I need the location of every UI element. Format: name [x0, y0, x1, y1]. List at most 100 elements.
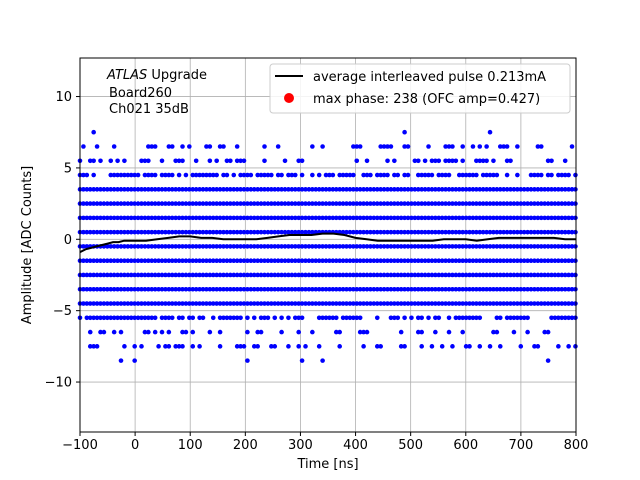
sample-point: [573, 315, 578, 321]
sample-point: [402, 129, 407, 135]
sample-point: [491, 158, 496, 164]
sample-point: [487, 129, 493, 135]
sample-point: [275, 229, 281, 235]
sample-point: [193, 187, 199, 192]
sample-point: [374, 301, 380, 306]
sample-point: [122, 244, 127, 249]
sample-point: [330, 172, 336, 178]
sample-point: [439, 172, 445, 178]
sample-point: [556, 301, 561, 306]
sample-point: [272, 286, 278, 292]
sample-point: [446, 144, 452, 149]
sample-point: [344, 286, 349, 292]
sample-point: [269, 344, 274, 349]
sample-point: [214, 187, 219, 192]
sample-point: [87, 158, 93, 164]
sample-point: [480, 201, 486, 206]
sample-point: [545, 187, 551, 192]
sample-point: [166, 172, 172, 178]
sample-point: [258, 172, 264, 178]
sample-point: [176, 301, 182, 306]
sample-point: [135, 272, 141, 278]
sample-point: [292, 286, 298, 292]
sample-point: [508, 229, 513, 235]
sample-point: [542, 272, 547, 278]
sample-point: [108, 215, 114, 221]
sample-point: [456, 187, 462, 192]
sample-point: [450, 158, 455, 164]
sample-point: [439, 272, 445, 278]
sample-point: [310, 201, 315, 206]
sample-point: [84, 172, 90, 178]
sample-point: [477, 315, 483, 321]
sample-point: [91, 286, 96, 292]
sample-point: [91, 301, 96, 306]
sample-point: [392, 315, 397, 321]
sample-point: [84, 201, 90, 206]
sample-point: [142, 158, 148, 164]
sample-point: [238, 258, 243, 264]
sample-point: [105, 272, 110, 278]
sample-point: [269, 215, 274, 221]
sample-point: [272, 258, 278, 264]
sample-point: [193, 272, 199, 278]
sample-point: [549, 215, 554, 221]
sample-point: [303, 201, 308, 206]
sample-point: [361, 286, 366, 292]
sample-point: [439, 244, 445, 249]
sample-point: [173, 301, 178, 306]
sample-point: [132, 272, 137, 278]
sample-point: [518, 215, 524, 221]
sample-point: [484, 172, 489, 178]
sample-point: [282, 244, 288, 249]
sample-point: [351, 315, 356, 321]
sample-point: [176, 286, 182, 292]
sample-point: [327, 244, 332, 249]
sample-point: [426, 215, 431, 221]
sample-point: [193, 215, 199, 221]
sample-point: [197, 258, 202, 264]
sample-point: [330, 215, 336, 221]
sample-point: [183, 244, 189, 249]
sample-point: [217, 201, 223, 206]
sample-point: [378, 258, 383, 264]
sample-point: [562, 187, 568, 192]
sample-point: [299, 158, 305, 164]
sample-point: [299, 187, 305, 192]
sample-point: [173, 286, 178, 292]
sample-point: [313, 286, 319, 292]
sample-point: [169, 272, 175, 278]
sample-point: [108, 172, 114, 178]
board-annotation: Board260: [109, 86, 172, 101]
sample-point: [299, 172, 305, 178]
sample-point: [163, 272, 168, 278]
sample-point: [415, 315, 421, 321]
sample-point: [269, 201, 274, 206]
sample-point: [292, 272, 298, 278]
sample-point: [566, 272, 571, 278]
sample-point: [446, 229, 452, 235]
sample-point: [552, 229, 558, 235]
sample-point: [176, 272, 182, 278]
sample-point: [515, 244, 520, 249]
sample-point: [204, 201, 209, 206]
sample-point: [224, 315, 230, 321]
sample-point: [456, 258, 462, 264]
sample-point: [385, 158, 390, 164]
sample-point: [139, 258, 144, 264]
sample-point: [456, 244, 462, 249]
sample-point: [426, 244, 431, 249]
sample-point: [477, 301, 483, 306]
sample-point: [368, 187, 373, 192]
sample-point: [542, 229, 547, 235]
sample-point: [388, 215, 394, 221]
sample-point: [200, 286, 206, 292]
sample-point: [573, 215, 578, 221]
sample-point: [456, 201, 462, 206]
sample-point: [480, 244, 486, 249]
sample-point: [231, 187, 237, 192]
sample-point: [173, 201, 178, 206]
sample-point: [204, 286, 209, 292]
sample-point: [545, 358, 551, 363]
sample-point: [381, 301, 387, 306]
